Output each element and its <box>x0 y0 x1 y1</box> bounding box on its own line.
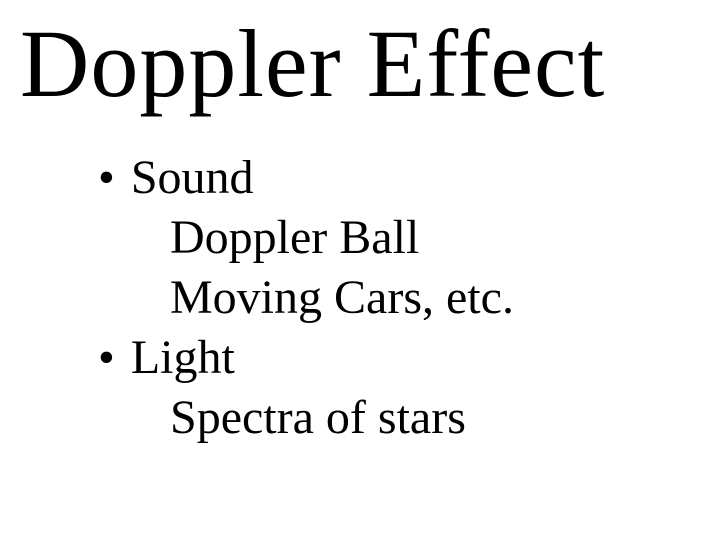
bullet-item: • Sound <box>98 148 514 208</box>
slide-content: • Sound Doppler Ball Moving Cars, etc. •… <box>98 148 514 448</box>
sub-item: Spectra of stars <box>98 388 514 448</box>
sub-item: Moving Cars, etc. <box>98 268 514 328</box>
slide-title: Doppler Effect <box>20 8 605 119</box>
bullet-label: Light <box>131 328 235 388</box>
bullet-item: • Light <box>98 328 514 388</box>
bullet-marker: • <box>98 328 115 388</box>
sub-item: Doppler Ball <box>98 208 514 268</box>
bullet-marker: • <box>98 148 115 208</box>
bullet-label: Sound <box>131 148 254 208</box>
